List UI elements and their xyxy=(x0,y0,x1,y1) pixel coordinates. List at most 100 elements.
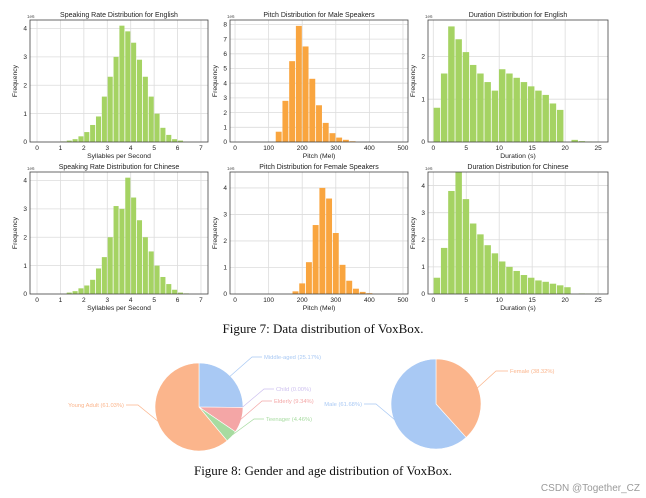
chart6-xtick-label: 10 xyxy=(496,297,504,304)
chart1-bar xyxy=(172,139,178,142)
chart3-ylabel: Frequency xyxy=(410,64,417,97)
chart5-xtick-label: 100 xyxy=(263,297,274,304)
chart2-bar xyxy=(295,25,302,143)
chart5-bar xyxy=(312,225,319,294)
chart1-bar xyxy=(107,76,113,142)
chart6-bar xyxy=(484,245,491,294)
chart6-bar xyxy=(455,172,462,294)
chart2-ylabel: Frequency xyxy=(212,64,219,97)
chart2-ytick-label: 2 xyxy=(223,110,227,117)
chart1-bar xyxy=(160,127,166,142)
chart1-xtick-label: 4 xyxy=(129,145,133,152)
chart6-bar xyxy=(498,261,506,294)
chart3-bar xyxy=(578,141,586,142)
chart3-ytick-label: 0 xyxy=(421,139,425,146)
chart6-xtick-label: 25 xyxy=(594,297,602,304)
chart3-title: Duration Distribution for English xyxy=(469,12,568,19)
chart2-xtick-label: 400 xyxy=(364,145,375,152)
chart3-bar xyxy=(448,26,455,143)
chart1-bar xyxy=(95,116,102,142)
chart3-bar xyxy=(527,86,535,142)
chart1-bar xyxy=(90,124,96,142)
chart4-xtick-label: 7 xyxy=(199,297,203,304)
chart4-bar xyxy=(142,237,148,294)
chart5-bar xyxy=(352,288,359,294)
chart1-exponent: 1e6 xyxy=(27,14,35,19)
chart1-bar xyxy=(113,56,119,142)
chart5-bar xyxy=(299,283,306,294)
chart3-bar xyxy=(433,107,441,142)
chart2-ytick-label: 3 xyxy=(223,95,227,102)
chart1-bar xyxy=(72,139,78,142)
pie-gender-leader xyxy=(364,403,396,421)
pie-age-leader xyxy=(230,418,264,437)
chart1-ylabel: Frequency xyxy=(12,64,19,97)
chart5-title: Pitch Distribution for Female Speakers xyxy=(259,164,379,171)
chart6-bar xyxy=(462,199,470,294)
chart1-bar xyxy=(131,42,137,142)
chart4-bar xyxy=(119,208,125,294)
chart2-bar xyxy=(336,137,343,142)
chart2-title: Pitch Distribution for Male Speakers xyxy=(263,12,375,19)
chart4-ytick-label: 2 xyxy=(23,234,27,241)
chart4-xtick-label: 2 xyxy=(82,297,86,304)
chart3-bar xyxy=(491,90,499,142)
pie-age-slice xyxy=(198,362,244,408)
chart2-bar xyxy=(316,105,322,142)
chart3-exponent: 1e6 xyxy=(425,14,433,19)
chart6-ytick-label: 4 xyxy=(421,183,425,190)
chart4-bar xyxy=(113,206,119,294)
chart2-bar xyxy=(329,133,336,142)
chart5-bar xyxy=(339,264,346,294)
pie-gender-leader xyxy=(476,370,508,389)
chart1-bar xyxy=(84,132,90,142)
chart6-bar xyxy=(520,275,528,294)
chart4-bar xyxy=(166,284,172,294)
chart1-bar xyxy=(101,96,107,142)
chart4-xtick-label: 5 xyxy=(152,297,156,304)
chart5-bar xyxy=(305,262,312,294)
pie-age-leader xyxy=(126,404,159,422)
chart6-frame xyxy=(427,171,609,295)
chart6-bar xyxy=(527,277,535,294)
chart4-bar xyxy=(84,285,90,294)
chart4-bar xyxy=(101,257,107,294)
pie-age-slice-label: Teenager (4.46%) xyxy=(266,417,312,423)
chart2-bar xyxy=(342,139,349,142)
chart2-xtick-label: 200 xyxy=(297,145,308,152)
chart5-ytick-label: 4 xyxy=(223,185,227,192)
chart4-title: Speaking Rate Distribution for Chinese xyxy=(59,164,180,171)
chart5-bar xyxy=(359,291,366,294)
chart4-ytick-label: 3 xyxy=(23,206,27,213)
chart3-xtick-label: 20 xyxy=(562,145,570,152)
chart6-title: Duration Distribution for Chinese xyxy=(467,164,568,171)
chart1-xtick-label: 6 xyxy=(176,145,180,152)
chart6-ylabel: Frequency xyxy=(410,216,417,249)
chart3-xtick-label: 10 xyxy=(496,145,504,152)
chart1-ytick-label: 0 xyxy=(23,139,27,146)
chart2-frame xyxy=(229,19,409,143)
chart6-bar xyxy=(535,280,542,294)
chart4-ytick-label: 0 xyxy=(23,291,27,298)
figure7-caption: Figure 7: Data distribution of VoxBox. xyxy=(222,321,424,336)
chart4-bar xyxy=(172,289,178,294)
chart3-bar xyxy=(455,39,462,143)
chart4-xtick-label: 3 xyxy=(105,297,109,304)
chart4-xtick-label: 6 xyxy=(176,297,180,304)
chart3-bar xyxy=(535,90,542,142)
chart5-bar xyxy=(292,291,299,294)
chart4-bar xyxy=(177,292,184,294)
chart4-bar xyxy=(160,276,166,294)
chart2-ytick-label: 6 xyxy=(223,51,227,58)
chart1-ytick-label: 2 xyxy=(23,82,27,89)
chart1-bar xyxy=(142,76,148,142)
chart4-xtick-label: 1 xyxy=(59,297,63,304)
chart1-xtick-label: 7 xyxy=(199,145,203,152)
chart5-xlabel: Pitch (Mel) xyxy=(303,305,335,312)
chart3-bar xyxy=(542,94,549,142)
chart2-ytick-label: 4 xyxy=(223,80,227,87)
chart3-xtick-label: 25 xyxy=(594,145,602,152)
chart5-xtick-label: 200 xyxy=(297,297,308,304)
chart5-ytick-label: 2 xyxy=(223,238,227,245)
